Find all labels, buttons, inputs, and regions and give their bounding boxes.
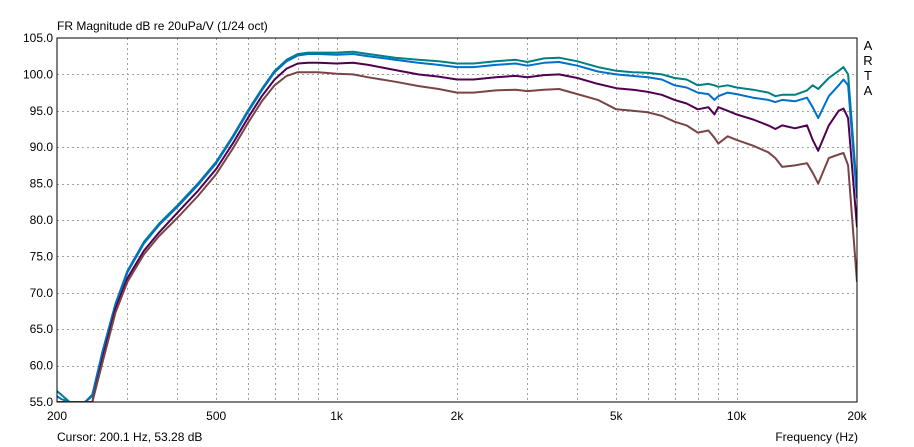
series-line-2 — [57, 53, 857, 402]
x-axis-ticks: 200 500 1k 2k 5k 10k 20k — [47, 409, 868, 423]
y-tick-label: 85.0 — [30, 177, 54, 191]
arta-letter: T — [864, 68, 872, 83]
x-tick-label: 500 — [206, 409, 226, 423]
y-tick-label: 75.0 — [30, 249, 54, 263]
y-tick-label: 80.0 — [30, 213, 54, 227]
y-tick-label: 60.0 — [30, 359, 54, 373]
x-tick-label: 2k — [451, 409, 465, 423]
x-tick-label: 1k — [330, 409, 344, 423]
chart-title: FR Magnitude dB re 20uPa/V (1/24 oct) — [57, 19, 268, 33]
x-tick-label: 10k — [727, 409, 747, 423]
x-tick-label: 200 — [47, 409, 67, 423]
x-tick-label: 20k — [847, 409, 867, 423]
series-line-3 — [57, 61, 857, 402]
y-tick-label: 105.0 — [23, 31, 53, 45]
grid-lines — [57, 38, 857, 402]
y-tick-label: 90.0 — [30, 140, 54, 154]
y-tick-label: 65.0 — [30, 322, 54, 336]
x-tick-label: 5k — [610, 409, 624, 423]
plot-area[interactable] — [57, 50, 857, 402]
y-tick-label: 70.0 — [30, 286, 54, 300]
x-axis-label: Frequency (Hz) — [775, 430, 858, 444]
y-tick-label: 95.0 — [30, 104, 54, 118]
y-tick-label: 100.0 — [23, 67, 53, 81]
series-line-4 — [57, 71, 857, 402]
cursor-readout: Cursor: 200.1 Hz, 53.28 dB — [57, 430, 202, 444]
y-tick-label: 55.0 — [30, 395, 54, 409]
arta-letter: A — [864, 38, 873, 53]
y-axis-ticks: 55.0 60.0 65.0 70.0 75.0 80.0 85.0 90.0 95.0 100.… — [23, 31, 53, 409]
plot-frame — [56, 37, 858, 403]
arta-letter: A — [864, 83, 873, 98]
series-line-1 — [57, 50, 857, 402]
arta-letter: R — [863, 53, 872, 68]
